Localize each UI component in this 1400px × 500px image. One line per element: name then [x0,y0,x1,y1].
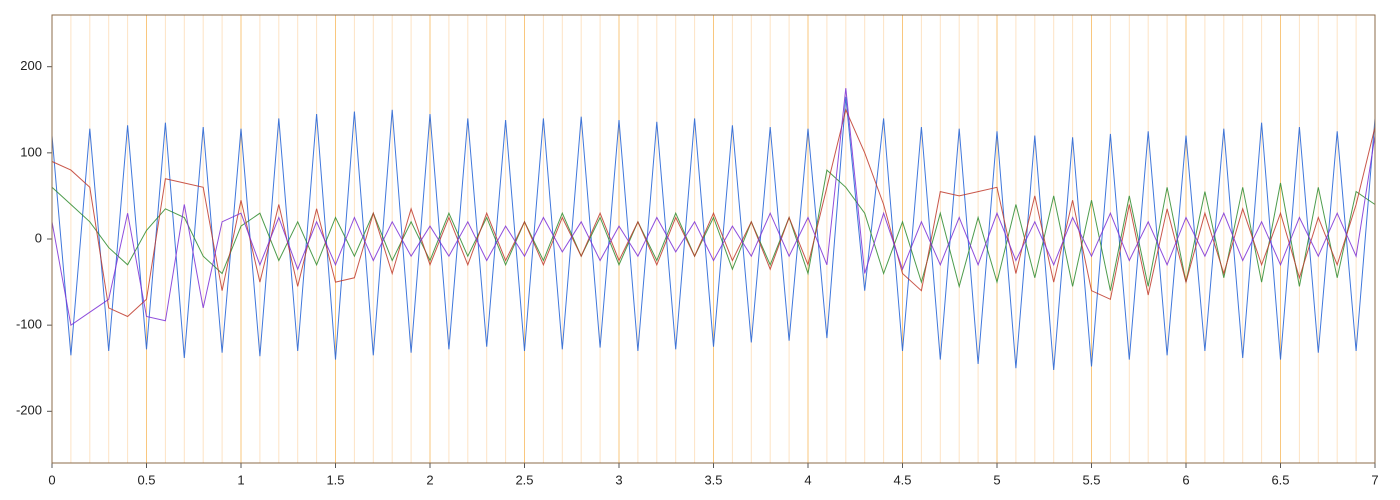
series-line [51,169,1376,291]
x-tick-label: 5 [993,472,1000,487]
x-tick-label: 1 [237,472,244,487]
x-tick-label: 2 [426,472,433,487]
y-tick-label: 100 [20,144,42,159]
y-tick-label: -100 [16,317,42,332]
y-tick-label: 200 [20,58,42,73]
x-tick-label: 6.5 [1271,472,1289,487]
series-line [51,88,1376,327]
x-tick-label: 5.5 [1082,472,1100,487]
y-tick-label: -200 [16,403,42,418]
y-tick-label: 0 [35,230,42,245]
plot-frame [51,14,1376,464]
x-tick-label: 0.5 [137,472,155,487]
series-line [51,108,1376,318]
x-tick-label: 3 [615,472,622,487]
x-tick-label: 7 [1371,472,1378,487]
x-tick-label: 3.5 [704,472,722,487]
x-tick-label: 0 [48,472,55,487]
x-tick-label: 4.5 [893,472,911,487]
series-line [51,96,1376,371]
x-tick-label: 6 [1182,472,1189,487]
x-tick-label: 1.5 [326,472,344,487]
x-tick-label: 4 [804,472,811,487]
x-tick-label: 2.5 [515,472,533,487]
